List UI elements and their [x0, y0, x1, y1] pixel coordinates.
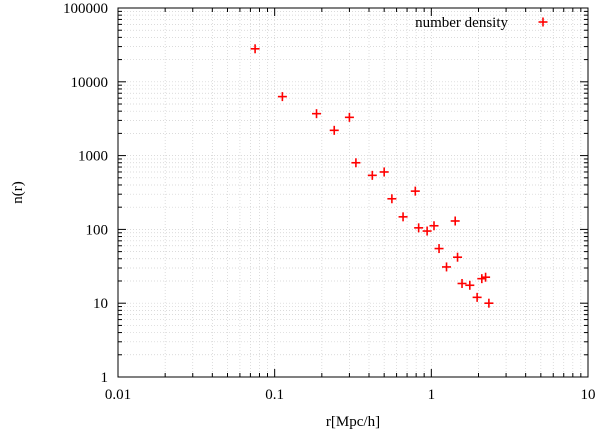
tick-labels: 0.01 0.1 1 10 1 10 100 1000 10000 100000 [63, 1, 596, 403]
data-point [481, 272, 491, 282]
legend-plus-marker [538, 17, 548, 27]
y-tick-label: 100000 [63, 1, 108, 17]
data-point [434, 244, 444, 254]
data-point [379, 167, 389, 177]
x-tick-label: 10 [581, 387, 596, 403]
data-point [414, 223, 424, 233]
y-axis-label: n(r) [10, 181, 26, 204]
y-tick-label: 10 [93, 296, 108, 312]
plot-frame [117, 7, 589, 378]
data-point [453, 252, 463, 262]
grid [118, 8, 588, 377]
legend: number density [415, 15, 548, 31]
data-point [410, 186, 420, 196]
x-tick-label: 1 [428, 387, 436, 403]
y-tick-label: 10000 [71, 75, 109, 91]
x-axis-label: r[Mpc/h] [326, 414, 380, 430]
data-point [484, 298, 494, 308]
x-tick-label: 0.1 [265, 387, 284, 403]
data-point [250, 44, 260, 54]
axis-ticks [117, 8, 588, 378]
legend-marker [538, 17, 548, 27]
y-tick-label: 1000 [78, 149, 108, 165]
data-points [250, 44, 494, 308]
data-point [450, 216, 460, 226]
y-tick-label: 1 [101, 370, 109, 386]
data-point [442, 262, 452, 272]
data-point [329, 125, 339, 135]
x-tick-label: 0.01 [105, 387, 131, 403]
data-point [312, 109, 322, 119]
data-point [465, 280, 475, 290]
data-point [422, 226, 432, 236]
legend-label: number density [415, 15, 508, 31]
data-point [472, 292, 482, 302]
y-tick-label: 100 [86, 222, 109, 238]
data-point [398, 212, 408, 222]
data-point [387, 194, 397, 204]
data-point [429, 221, 439, 231]
data-point [367, 170, 377, 180]
data-point [457, 278, 467, 288]
data-point [277, 92, 287, 102]
data-point [351, 158, 361, 168]
data-point [344, 112, 354, 122]
